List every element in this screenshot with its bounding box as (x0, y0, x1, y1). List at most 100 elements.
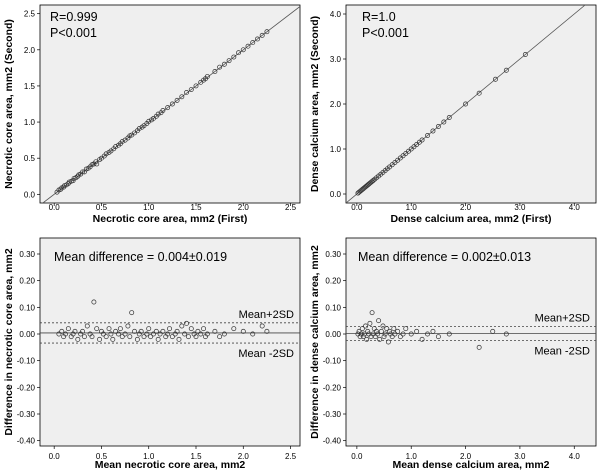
x-tick-label: 4.0 (569, 452, 581, 461)
data-point (108, 331, 114, 337)
data-point (381, 334, 387, 340)
data-point (119, 334, 125, 340)
data-point (113, 328, 119, 334)
y-tick-label: -0.10 (17, 357, 36, 366)
data-point (146, 118, 152, 124)
upper-limit-label: Mean+2SD (535, 313, 590, 325)
data-point (204, 331, 210, 337)
y-tick-label: 0.30 (325, 250, 341, 259)
data-point (376, 318, 382, 324)
data-point (117, 326, 123, 332)
y-tick-label: -0.20 (323, 383, 342, 392)
data-point (80, 328, 85, 334)
data-point (490, 328, 496, 334)
data-point (375, 331, 380, 337)
y-axis-label: Difference in dense calcium area, mm2 (309, 245, 321, 439)
data-point (91, 299, 97, 305)
lower-limit-label: Mean -2SD (534, 345, 590, 357)
data-point (184, 89, 189, 95)
panel-dense-calcium-bland-altman: 0.0 1.0 2.0 3.0 4.0 0.30 0.20 0.10 0.00 -0.10 -0.2… (309, 237, 597, 470)
y-tick-label: 0.20 (325, 277, 341, 286)
data-point (70, 178, 76, 184)
data-point (373, 328, 379, 334)
data-point (174, 328, 180, 334)
data-point (357, 334, 363, 340)
data-point (65, 326, 71, 332)
x-tick-label: 2.0 (460, 452, 472, 461)
data-point (231, 54, 237, 60)
plot-area (39, 237, 301, 447)
data-point (391, 326, 397, 332)
data-point (384, 326, 390, 332)
data-point (94, 326, 100, 332)
data-point (113, 144, 119, 150)
data-point (221, 61, 227, 67)
data-point (430, 128, 436, 134)
data-point (155, 111, 161, 117)
plot-content (42, 6, 300, 203)
data-point (378, 328, 384, 334)
data-point (264, 29, 270, 35)
data-point (264, 328, 270, 334)
data-point (165, 331, 171, 337)
x-axis-label: Mean dense calcium area, mm2 (393, 459, 550, 470)
data-point (382, 331, 388, 337)
data-point (127, 334, 133, 340)
y-axis-label: Necrotic core area, mm2 (Second) (3, 19, 15, 189)
panel-dense-calcium-correlation: 0.0 1.0 2.0 3.0 4.0 0.0 1.0 2.0 3.0 4.0 Dense calc… (309, 4, 597, 225)
data-point (201, 326, 207, 332)
x-tick-label: 2.5 (285, 452, 297, 461)
data-point (160, 328, 166, 334)
y-tick-label: -0.40 (17, 437, 36, 446)
y-tick-label: 4.0 (330, 10, 342, 19)
x-tick-label: 0.0 (49, 452, 61, 461)
y-tick-label: 1.0 (330, 145, 342, 154)
x-tick-label: 0.5 (96, 203, 108, 212)
data-point (400, 331, 406, 337)
data-point (179, 323, 185, 329)
data-point (365, 328, 371, 334)
data-point (367, 320, 373, 326)
y-tick-label: 0.0 (24, 190, 36, 199)
upper-limit-label: Mean+2SD (239, 309, 294, 321)
y-tick-label: 2.0 (24, 46, 36, 55)
data-point (435, 124, 441, 129)
data-point (226, 58, 232, 64)
data-point (169, 101, 175, 107)
data-point (435, 334, 441, 340)
data-point (63, 331, 68, 337)
data-point (240, 47, 246, 53)
plot-content (40, 299, 300, 344)
data-point (419, 336, 425, 342)
data-point (72, 328, 78, 334)
y-tick-label: 0.30 (19, 250, 35, 259)
data-point (198, 331, 204, 337)
data-point (212, 328, 218, 334)
data-point (122, 331, 128, 337)
data-point (425, 133, 430, 138)
x-tick-label: 2.5 (285, 203, 297, 212)
x-tick-label: 0.0 (351, 452, 363, 461)
data-point (106, 326, 112, 332)
data-point (414, 328, 420, 334)
data-point (360, 334, 366, 340)
data-point (476, 344, 482, 350)
data-point (259, 323, 265, 329)
data-point (167, 326, 172, 332)
data-point (380, 323, 386, 329)
stat-annotation: R=1.0 (362, 10, 396, 24)
data-point (144, 331, 150, 337)
data-point (100, 331, 106, 337)
x-tick-label: 1.5 (190, 452, 202, 461)
y-tick-label: 0.10 (19, 303, 35, 312)
stat-annotation: P<0.001 (362, 26, 409, 40)
data-point (146, 326, 152, 332)
data-point (463, 101, 469, 107)
data-point (221, 331, 227, 337)
data-point (392, 331, 398, 337)
x-tick-label: 0.5 (96, 452, 108, 461)
x-tick-label: 1.0 (143, 452, 155, 461)
data-point (240, 328, 246, 334)
data-point (430, 328, 436, 334)
y-tick-label: -0.30 (323, 410, 342, 419)
